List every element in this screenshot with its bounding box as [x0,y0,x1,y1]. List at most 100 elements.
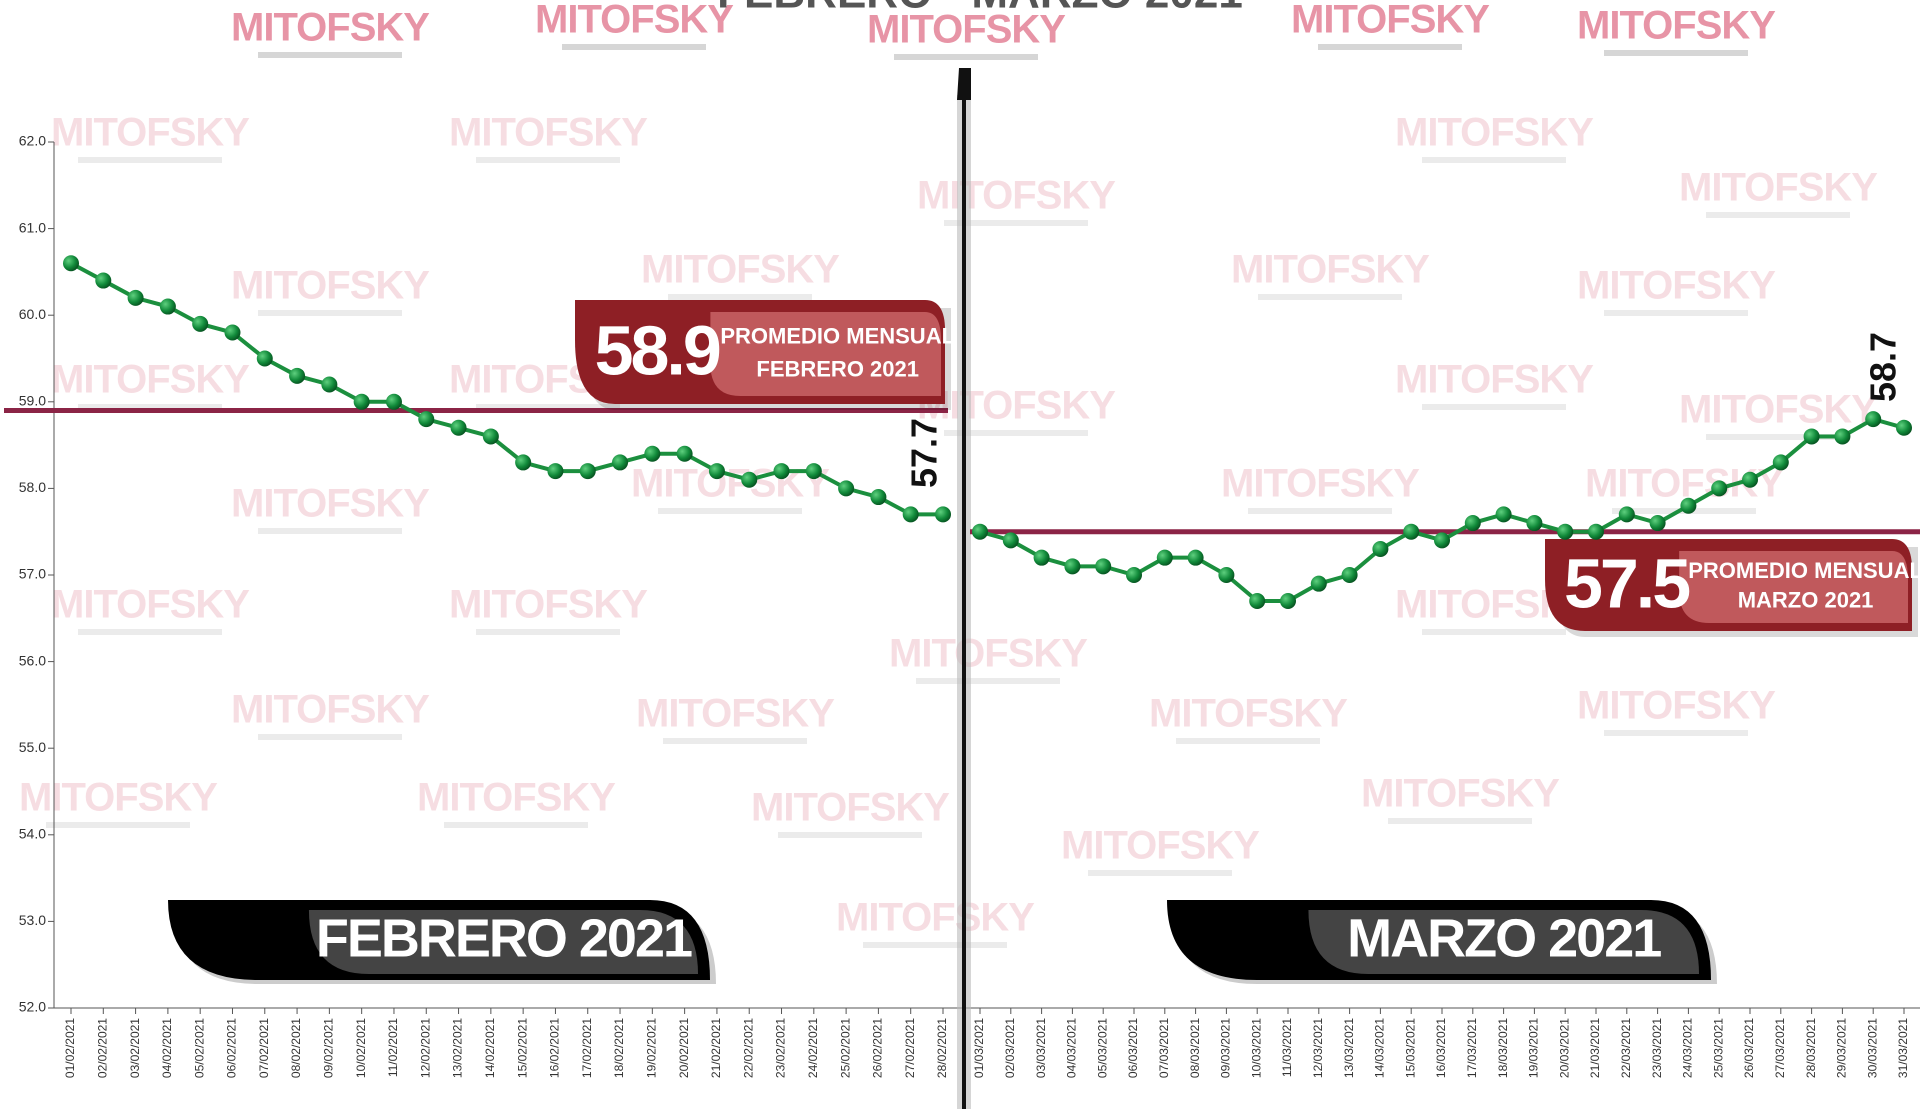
watermark-sub [663,738,807,744]
average-text: MARZO 2021 [1738,587,1874,612]
watermark-sub [1088,870,1232,876]
watermark-sub [1258,294,1402,300]
data-point [1188,550,1204,566]
x-tick-label: 23/03/2021 [1650,1018,1664,1078]
x-tick-label: 19/03/2021 [1527,1018,1541,1078]
watermark-sub [258,528,402,534]
x-tick-label: 17/03/2021 [1465,1018,1479,1078]
watermark: MITOFSKY [231,6,430,50]
x-tick-label: 06/03/2021 [1126,1018,1140,1078]
x-tick-label: 20/03/2021 [1557,1018,1571,1078]
watermark-sub [1604,730,1748,736]
data-point [1342,567,1358,583]
watermark-sub [778,832,922,838]
x-tick-label: 18/03/2021 [1496,1018,1510,1078]
watermark-sub [1248,508,1392,514]
watermark: MITOFSKY [231,264,430,308]
x-tick-label: 27/02/2021 [903,1018,917,1078]
y-tick-label: 55.0 [19,739,46,755]
watermark: MITOFSKY [535,0,734,42]
watermark: MITOFSKY [631,462,830,506]
x-tick-label: 16/02/2021 [548,1018,562,1078]
x-tick-label: 21/03/2021 [1588,1018,1602,1078]
x-tick-label: 02/02/2021 [95,1018,109,1078]
data-point [1311,576,1327,592]
data-point [1526,515,1542,531]
data-point [1280,593,1296,609]
watermark: MITOFSKY [917,174,1116,218]
y-tick-label: 53.0 [19,912,46,928]
x-tick-label: 08/03/2021 [1188,1018,1202,1078]
watermark: MITOFSKY [51,358,250,402]
x-tick-label: 27/03/2021 [1773,1018,1787,1078]
x-tick-label: 10/03/2021 [1249,1018,1263,1078]
x-tick-label: 09/03/2021 [1219,1018,1233,1078]
x-tick-label: 28/02/2021 [935,1018,949,1078]
y-tick-label: 61.0 [19,219,46,235]
x-tick-label: 13/03/2021 [1342,1018,1356,1078]
x-tick-label: 11/02/2021 [386,1018,400,1077]
watermark: MITOFSKY [417,776,616,820]
data-point [1095,558,1111,574]
data-point [838,480,854,496]
average-value: 57.5 [1564,544,1689,622]
value-label: 58.7 [1863,332,1904,402]
data-point [224,325,240,341]
data-point [1157,550,1173,566]
y-tick-label: 59.0 [19,393,46,409]
data-point [1034,550,1050,566]
watermark-sub [46,822,190,828]
x-tick-label: 19/02/2021 [645,1018,659,1078]
watermark: MITOFSKY [51,583,250,627]
watermark: MITOFSKY [19,776,218,820]
x-tick-label: 01/02/2021 [63,1018,77,1078]
data-point [257,351,273,367]
watermark-sub [258,734,402,740]
average-text: PROMEDIO MENSUAL [720,323,955,348]
data-point [1465,515,1481,531]
data-point [1650,515,1666,531]
watermark: MITOFSKY [231,482,430,526]
value-label: 57.7 [904,418,945,488]
data-point [1834,428,1850,444]
data-point [1865,411,1881,427]
watermark-sub [916,678,1060,684]
watermark: MITOFSKY [1361,772,1560,816]
x-tick-label: 04/03/2021 [1065,1018,1079,1078]
data-point [774,463,790,479]
watermark: MITOFSKY [1679,388,1878,432]
watermark: MITOFSKY [1149,692,1348,736]
watermark-sub [78,629,222,635]
x-tick-label: 09/02/2021 [322,1018,336,1078]
x-tick-label: 04/02/2021 [160,1018,174,1078]
x-tick-label: 25/03/2021 [1711,1018,1725,1078]
divider-arrow [957,68,971,100]
watermark: MITOFSKY [1395,358,1594,402]
data-point [63,255,79,271]
watermark: MITOFSKY [1679,166,1878,210]
x-tick-label: 12/02/2021 [418,1018,432,1078]
average-text: FEBRERO 2021 [756,357,919,382]
watermark-sub [562,44,706,50]
data-point [644,446,660,462]
x-tick-label: 22/03/2021 [1619,1018,1633,1078]
x-tick-label: 11/03/2021 [1280,1018,1294,1077]
x-tick-label: 03/02/2021 [128,1018,142,1078]
y-tick-label: 52.0 [19,999,46,1015]
watermark-sub [476,629,620,635]
x-tick-label: 14/02/2021 [483,1018,497,1078]
data-point [1804,428,1820,444]
watermark-sub [1422,157,1566,163]
x-tick-label: 26/03/2021 [1742,1018,1756,1078]
x-tick-label: 02/03/2021 [1003,1018,1017,1078]
data-point [612,454,628,470]
x-tick-label: 03/03/2021 [1034,1018,1048,1078]
watermark-sub [668,294,812,300]
x-tick-label: 12/03/2021 [1311,1018,1325,1078]
watermark-sub [1388,818,1532,824]
data-point [451,420,467,436]
watermark: MITOFSKY [1231,248,1430,292]
data-point [1680,498,1696,514]
data-point [128,290,144,306]
watermark: MITOFSKY [1395,111,1594,155]
